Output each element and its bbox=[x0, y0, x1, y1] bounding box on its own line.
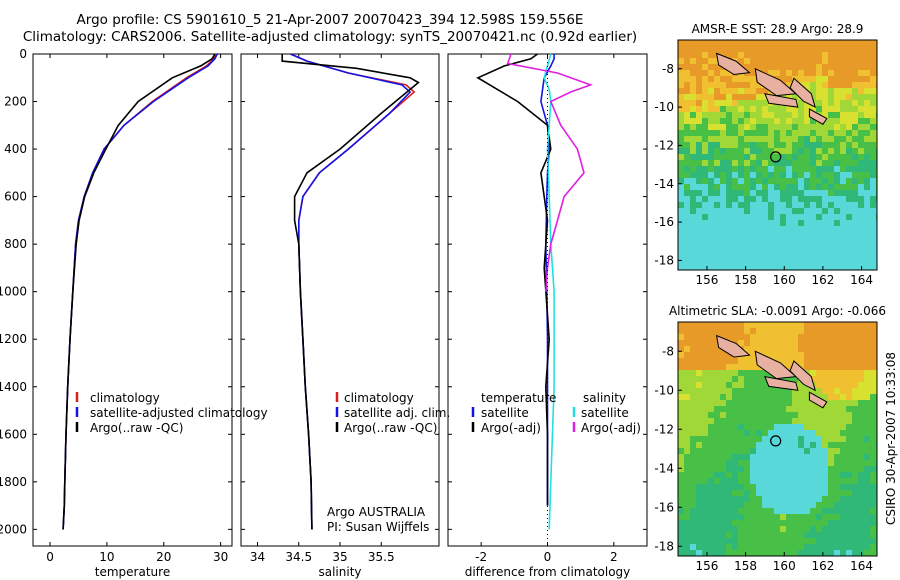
legend-label: Argo(..raw -QC) bbox=[90, 421, 183, 435]
panel-frame bbox=[240, 53, 440, 547]
depth-tick-label: 400 bbox=[4, 142, 27, 156]
lon-tick-label: 160 bbox=[773, 273, 796, 287]
lat-tick-label: -14 bbox=[654, 461, 674, 475]
x-tick-label: 20 bbox=[156, 550, 171, 564]
legend-label: satellite bbox=[581, 406, 629, 420]
map-title: Altimetric SLA: -0.0091 Argo: -0.066 bbox=[669, 304, 886, 318]
series-line-2 bbox=[290, 53, 412, 530]
lon-tick-label: 164 bbox=[850, 273, 873, 287]
title-line-2: Climatology: CARS2006. Satellite-adjuste… bbox=[22, 29, 638, 45]
legend-label: satellite bbox=[481, 406, 529, 420]
lat-tick-label: -10 bbox=[654, 383, 674, 397]
island-shape bbox=[754, 350, 798, 380]
legend-title: salinity bbox=[583, 391, 626, 405]
lat-tick-label: -10 bbox=[654, 100, 674, 114]
series-line-4 bbox=[506, 53, 593, 292]
x-axis-label: difference from climatology bbox=[465, 565, 631, 579]
legend-label: Argo(-adj) bbox=[581, 421, 641, 435]
depth-tick-label: 0 bbox=[19, 47, 27, 61]
map-frame bbox=[677, 321, 878, 557]
legend-label: satellite adj. clim. bbox=[344, 406, 450, 420]
lon-tick-label: 158 bbox=[734, 273, 757, 287]
series-line-2 bbox=[476, 53, 552, 506]
series-line-2 bbox=[62, 53, 218, 530]
lon-tick-label: 158 bbox=[734, 559, 757, 573]
island-shape bbox=[764, 93, 799, 108]
title-line-1: Argo profile: CS 5901610_5 21-Apr-2007 2… bbox=[76, 12, 584, 28]
lon-tick-label: 162 bbox=[811, 559, 834, 573]
argo-position-marker bbox=[770, 151, 782, 163]
island-shape bbox=[715, 334, 751, 358]
depth-tick-label: 200 bbox=[4, 95, 27, 109]
series-line-1 bbox=[62, 53, 217, 530]
legend-label: climatology bbox=[344, 391, 414, 405]
x-tick-label: 35 bbox=[332, 550, 347, 564]
depth-tick-label: 800 bbox=[4, 237, 27, 251]
annotation-text: PI: Susan Wijffels bbox=[327, 520, 429, 534]
x-tick-label: 2 bbox=[610, 550, 618, 564]
lat-tick-label: -18 bbox=[654, 539, 674, 553]
series-line-3 bbox=[281, 54, 420, 530]
x-tick-label: 34 bbox=[250, 550, 265, 564]
island-shape bbox=[789, 77, 816, 109]
x-tick-label: 35.5 bbox=[368, 550, 395, 564]
map-title: AMSR-E SST: 28.9 Argo: 28.9 bbox=[692, 22, 864, 36]
map-frame bbox=[677, 39, 878, 271]
x-axis-label: temperature bbox=[95, 565, 170, 579]
lat-tick-label: -8 bbox=[662, 344, 674, 358]
depth-tick-label: 1200 bbox=[0, 332, 27, 346]
legend-label: climatology bbox=[90, 391, 160, 405]
legend-label: Argo(-adj) bbox=[481, 421, 541, 435]
lon-tick-label: 164 bbox=[850, 559, 873, 573]
depth-tick-label: 2000 bbox=[0, 522, 27, 536]
island-shape bbox=[808, 391, 828, 409]
lat-tick-label: -18 bbox=[654, 253, 674, 267]
lat-tick-label: -12 bbox=[654, 138, 674, 152]
island-shape bbox=[754, 67, 798, 97]
panel-frame bbox=[32, 53, 233, 547]
map-field bbox=[678, 322, 877, 556]
depth-tick-label: 1000 bbox=[0, 285, 27, 299]
series-line-3 bbox=[62, 53, 216, 530]
lat-tick-label: -14 bbox=[654, 177, 674, 191]
depth-tick-label: 1600 bbox=[0, 427, 27, 441]
map-sst: 156 158 160 162 164 -8 -10 -12 -14 -16 -18 AMSR-E S… bbox=[654, 22, 878, 287]
legend-label: Argo(..raw -QC) bbox=[344, 421, 437, 435]
map-sla: 156 158 160 162 164 -8 -10 -12 -14 -16 -18 Altimetr… bbox=[654, 304, 886, 573]
x-tick-label: -2 bbox=[475, 550, 487, 564]
depth-tick-label: 1800 bbox=[0, 475, 27, 489]
panel-2: 34 34.5 35 35.5 salinity climatologysatellite… bbox=[240, 53, 450, 579]
lon-tick-label: 156 bbox=[696, 273, 719, 287]
x-tick-label: 30 bbox=[213, 550, 228, 564]
island-shape bbox=[715, 52, 751, 76]
x-tick-label: 34.5 bbox=[285, 550, 312, 564]
argo-position-marker bbox=[770, 435, 782, 447]
lon-tick-label: 162 bbox=[811, 273, 834, 287]
island-shape bbox=[789, 360, 816, 392]
depth-tick-label: 600 bbox=[4, 190, 27, 204]
annotation-text: Argo AUSTRALIA bbox=[327, 505, 426, 519]
series-line-3 bbox=[543, 53, 555, 530]
lat-tick-label: -16 bbox=[654, 500, 674, 514]
lat-tick-label: -8 bbox=[662, 62, 674, 76]
legend-title: temperature bbox=[481, 391, 556, 405]
legend-label: satellite-adjusted climatology bbox=[90, 406, 268, 420]
map-field bbox=[678, 40, 877, 270]
x-tick-label: 10 bbox=[99, 550, 114, 564]
island-shape bbox=[808, 108, 828, 125]
lon-tick-label: 156 bbox=[696, 559, 719, 573]
island-shape bbox=[764, 375, 799, 391]
x-tick-label: 0 bbox=[544, 550, 552, 564]
panel-1: 0 10 20 30 temperature climatologysatellite-a… bbox=[32, 53, 268, 579]
x-tick-label: 0 bbox=[46, 550, 54, 564]
lat-tick-label: -12 bbox=[654, 422, 674, 436]
x-axis-label: salinity bbox=[318, 565, 361, 579]
depth-tick-label: 1400 bbox=[0, 380, 27, 394]
lon-tick-label: 160 bbox=[773, 559, 796, 573]
lat-tick-label: -16 bbox=[654, 215, 674, 229]
